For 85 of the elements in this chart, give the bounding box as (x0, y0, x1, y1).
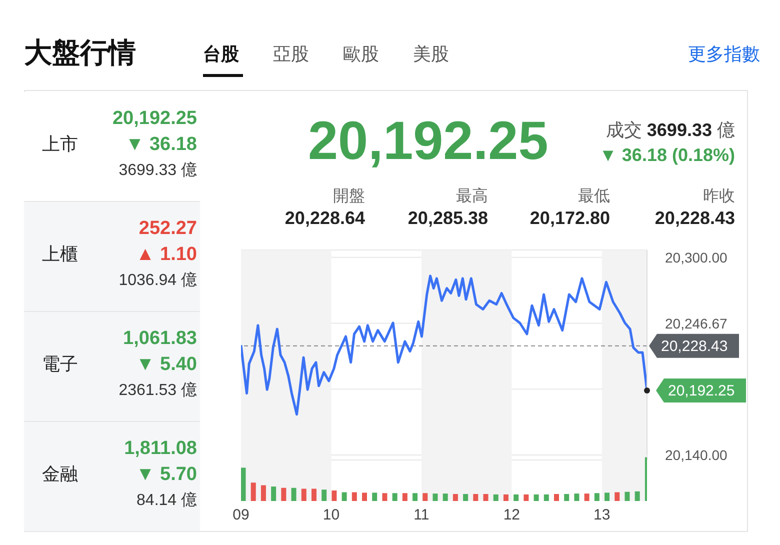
bar (241, 468, 246, 501)
bar (483, 494, 488, 501)
annotation: 20,192.25 (668, 382, 735, 400)
bar (402, 493, 408, 501)
text: 20,285.38 (406, 208, 488, 229)
text: ▼ 36.18 (0.18%) (599, 145, 735, 165)
bar (473, 494, 478, 501)
bar (291, 488, 296, 501)
bar (432, 494, 438, 501)
text: ▼ 5.70 (134, 464, 197, 486)
text: 20,192.25 (111, 108, 197, 130)
bar (574, 494, 580, 501)
text: 20,228.64 (284, 208, 365, 229)
bar (493, 494, 498, 501)
bar (362, 492, 368, 501)
x-tick-label: 09 (232, 506, 250, 524)
text: 1036.94 億 (118, 270, 197, 291)
bar (594, 493, 600, 501)
bar (322, 490, 327, 501)
text: 台股 (203, 43, 239, 66)
bar (604, 492, 610, 501)
text: ▲ 1.10 (134, 244, 197, 266)
text: 2361.53 億 (118, 380, 197, 401)
bar (332, 490, 337, 501)
bar (342, 492, 347, 501)
bar (564, 494, 570, 501)
text: 84.14 億 (136, 490, 197, 511)
bar (412, 493, 418, 501)
bar (514, 494, 519, 501)
y-tick-label: 20,246.67 (665, 315, 728, 332)
y-tick-label: 20,300.00 (665, 249, 728, 266)
text: 最低 (577, 187, 610, 207)
text: 1,061.83 (122, 328, 197, 350)
text: 252.27 (138, 218, 197, 240)
y-tick-label: 20,140.00 (665, 447, 728, 464)
bar (281, 488, 286, 501)
text: 20,192.25 (308, 110, 548, 172)
text: 最高 (455, 186, 488, 207)
bar (554, 494, 560, 501)
text: ▼ 5.40 (134, 354, 197, 376)
text: 3699.33 億 (118, 160, 197, 181)
text: 1,811.08 (123, 438, 197, 460)
text: 大盤行情 (24, 36, 136, 70)
text: 亞股 (273, 43, 309, 66)
text: 歐股 (343, 43, 379, 66)
ref-line-label: 20,228.43 (661, 338, 728, 355)
text: 上市 (42, 133, 78, 156)
bar (634, 491, 640, 501)
bar (382, 493, 388, 501)
text: 開盤 (332, 187, 365, 207)
bar (422, 493, 428, 501)
text: 億 (716, 120, 735, 140)
bar (544, 494, 549, 501)
bar (250, 482, 256, 501)
bar (372, 492, 378, 501)
text: 金融 (42, 463, 78, 486)
bar (352, 492, 357, 501)
text: 成交 (606, 120, 643, 140)
bar (271, 486, 276, 501)
x-tick-label: 12 (503, 506, 520, 524)
text: 更多指數 (687, 43, 760, 66)
bar (260, 485, 266, 501)
bar (503, 494, 508, 501)
text: 電子 (42, 353, 78, 376)
bar (534, 494, 539, 501)
text: 昨收 (702, 187, 735, 207)
bar (301, 488, 306, 501)
text: 美股 (413, 43, 449, 66)
x-tick-label: 10 (322, 506, 340, 524)
bar (524, 494, 529, 501)
text: 20,228.43 (654, 208, 735, 229)
bar (452, 494, 458, 501)
x-tick-label: 11 (414, 506, 430, 524)
bar (614, 492, 620, 501)
text: 3699.33 (646, 120, 712, 140)
text: ▼ 36.18 (124, 134, 197, 156)
bar (624, 492, 630, 501)
bar (311, 488, 316, 501)
bar (584, 494, 590, 501)
x-tick-label: 13 (594, 506, 610, 524)
bar (392, 493, 398, 501)
bar (442, 494, 448, 501)
text: 20,172.80 (528, 208, 610, 229)
bar (463, 494, 468, 501)
text: 上櫃 (42, 243, 78, 266)
